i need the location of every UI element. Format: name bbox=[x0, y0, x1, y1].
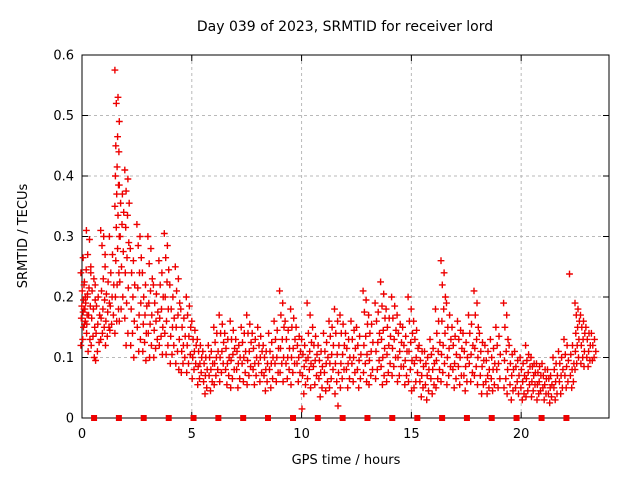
x-tick-label: 15 bbox=[403, 427, 420, 442]
x-tick-label: 0 bbox=[78, 427, 86, 442]
y-tick-labels: 0 0.1 0.2 0.3 0.4 0.5 0.6 bbox=[53, 49, 74, 427]
baseline-square bbox=[91, 415, 98, 421]
y-tick-label: 0 bbox=[66, 412, 74, 427]
baseline-square bbox=[488, 415, 495, 421]
y-tick-label: 0.3 bbox=[53, 230, 74, 245]
baseline-square bbox=[364, 415, 371, 421]
y-tick-label: 0.1 bbox=[53, 351, 74, 366]
baseline-square bbox=[240, 415, 247, 421]
baseline-square bbox=[513, 415, 520, 421]
x-axis-label: GPS time / hours bbox=[292, 453, 401, 468]
baseline-square bbox=[290, 415, 297, 421]
y-tick-label: 0.4 bbox=[53, 170, 74, 185]
baseline-square bbox=[339, 415, 346, 421]
baseline-square bbox=[190, 415, 197, 421]
baseline-square bbox=[314, 415, 321, 421]
baseline-square bbox=[538, 415, 545, 421]
baseline-square bbox=[463, 415, 470, 421]
y-tick-label: 0.2 bbox=[53, 291, 74, 306]
scatter-plus-markers bbox=[77, 66, 600, 413]
x-tick-label: 20 bbox=[513, 427, 530, 442]
y-tick-label: 0.6 bbox=[53, 49, 74, 64]
baseline-square bbox=[140, 415, 147, 421]
axis-ticks bbox=[81, 54, 609, 419]
x-tick-labels: 0 5 10 15 20 bbox=[78, 427, 530, 442]
baseline-square bbox=[439, 415, 446, 421]
scatter-points bbox=[77, 66, 600, 413]
baseline-square bbox=[165, 415, 172, 421]
y-tick-label: 0.5 bbox=[53, 109, 74, 124]
chart-title: Day 039 of 2023, SRMTID for receiver lor… bbox=[197, 19, 493, 35]
baseline-square bbox=[563, 415, 570, 421]
y-axis-label: SRMTID / TECUs bbox=[16, 184, 31, 289]
x-tick-label: 10 bbox=[293, 427, 310, 442]
baseline-square bbox=[115, 415, 122, 421]
x-tick-label: 5 bbox=[188, 427, 196, 442]
baseline-square bbox=[389, 415, 396, 421]
baseline-square bbox=[215, 415, 222, 421]
baseline-square bbox=[414, 415, 421, 421]
baseline-square-markers bbox=[91, 415, 570, 421]
baseline-square bbox=[264, 415, 271, 421]
